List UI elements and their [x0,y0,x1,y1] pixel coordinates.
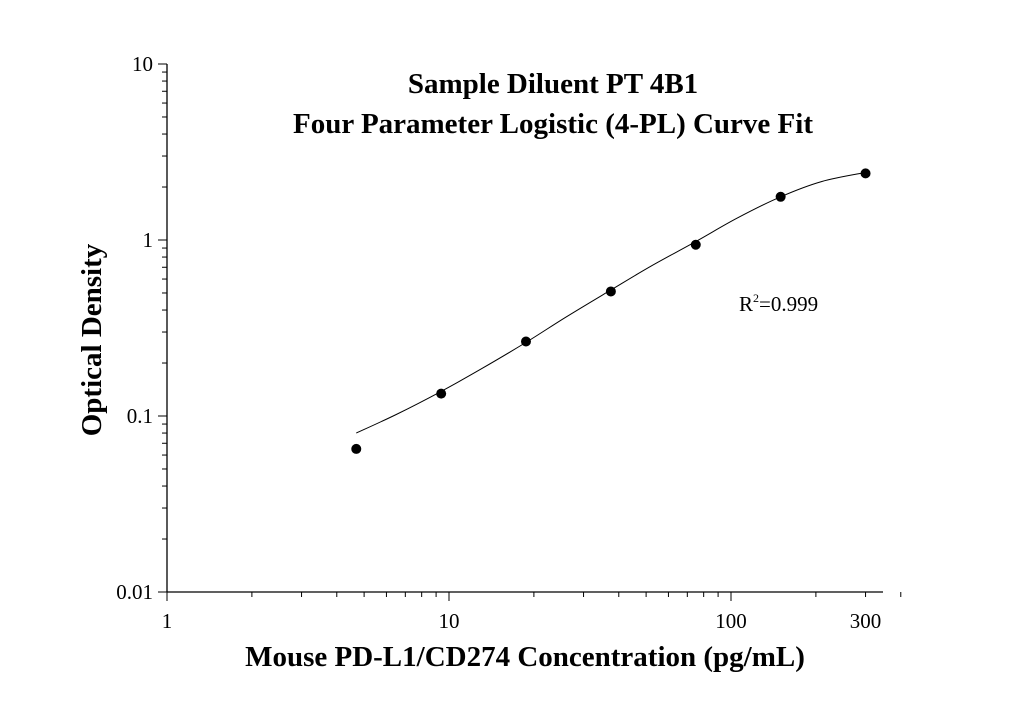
x-ticks: 1 10 100 300 [162,592,902,633]
data-point [520,336,531,347]
y-tick-label: 1 [143,228,154,252]
y-axis-title: Optical Density [76,243,108,436]
data-point [690,239,701,250]
r-squared-superscript: 2 [753,291,759,305]
y-ticks: 0.01 0.1 1 10 [116,52,167,604]
axes [166,64,883,593]
data-point [351,443,362,454]
data-points [351,168,871,454]
y-tick-label: 10 [132,52,153,76]
chart-title-line-1: Sample Diluent PT 4B1 [408,68,698,100]
data-point [605,286,616,297]
x-tick-label: 10 [439,609,460,633]
y-tick-label: 0.01 [116,580,153,604]
r-squared-base: R [739,292,753,316]
r-squared-annotation: R2=0.999 [739,291,818,316]
data-point [436,388,447,399]
chart-title-line-2: Four Parameter Logistic (4-PL) Curve Fit [293,108,813,140]
x-tick-label: 300 [850,609,882,633]
x-tick-label: 1 [162,609,173,633]
x-axis-title: Mouse PD-L1/CD274 Concentration (pg/mL) [245,641,805,673]
x-tick-label: 100 [715,609,747,633]
data-point [775,191,786,202]
y-tick-label: 0.1 [127,404,153,428]
data-point [860,168,871,179]
r-squared-value: =0.999 [759,292,818,316]
